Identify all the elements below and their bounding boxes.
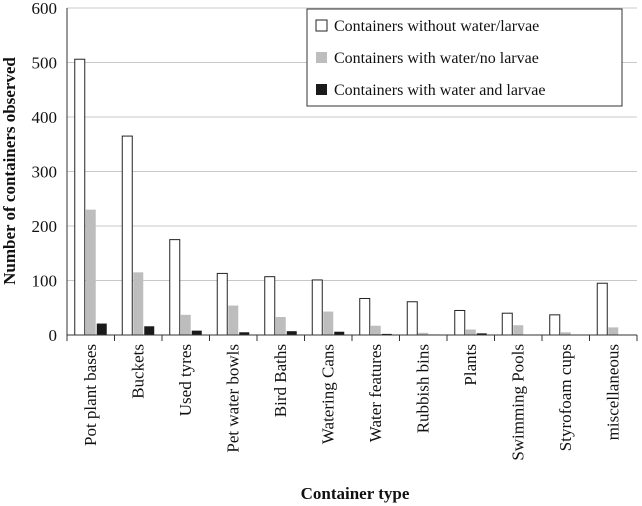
x-tick-label: Buckets (128, 344, 147, 399)
legend-box (306, 8, 623, 107)
y-tick-label: 200 (32, 217, 58, 236)
y-tick-labels: 0 100 200 300 400 500 600 (32, 0, 58, 345)
bar-2-bird-baths (275, 317, 286, 335)
bar-2-water-features (370, 325, 381, 335)
bar-1-used-tyres (169, 239, 181, 336)
legend-swatch-3 (316, 84, 327, 95)
y-tick-label: 300 (32, 163, 58, 182)
bar-3-buckets (144, 326, 155, 335)
bar-1-buckets (121, 135, 133, 336)
bar-3-pet-water-bowls (239, 332, 250, 335)
legend-label-3: Containers with water and larvae (334, 82, 545, 99)
x-tick-label: Rubbish bins (413, 344, 432, 433)
x-tick-label: Water features (366, 344, 385, 442)
bar-3-used-tyres (191, 330, 202, 335)
bar-2-pet-water-bowls (228, 305, 239, 335)
x-tick-label: Watering Cans (318, 344, 337, 444)
bar-1-pot-plant-bases (74, 58, 86, 336)
x-tick-label: Styrofoam cups (556, 344, 575, 451)
bars (74, 58, 619, 336)
bar-2-pot-plant-bases (85, 209, 96, 335)
bar-2-watering-cans (323, 311, 334, 335)
y-axis-title: Number of containers observed (0, 57, 19, 285)
x-tick-label: Bird Baths (271, 344, 290, 417)
y-tick-label: 500 (32, 54, 58, 73)
bar-2-buckets (133, 272, 144, 335)
y-tick-label: 100 (32, 272, 58, 291)
bar-3-water-features (381, 333, 392, 335)
bar-1-miscellaneous (596, 282, 608, 336)
y-tick-label: 600 (32, 0, 58, 18)
bar-2-rubbish-bins (418, 332, 429, 335)
bar-3-watering-cans (334, 331, 345, 335)
bar-1-plants (454, 309, 466, 336)
axes (66, 8, 638, 341)
bar-3-plants (476, 333, 487, 335)
legend-swatch-1 (315, 19, 328, 32)
y-tick-label: 400 (32, 108, 58, 127)
bar-1-styrofoam-cups (549, 314, 561, 336)
x-tick-label: miscellaneous (603, 344, 622, 440)
legend-label-2: Containers with water/no larvae (334, 50, 539, 67)
legend-swatch-2 (316, 52, 327, 63)
x-tick-label: Pet water bowls (223, 344, 242, 453)
bar-3-pot-plant-bases (96, 323, 107, 335)
bar-2-styrofoam-cups (560, 332, 571, 335)
x-tick-labels: Pot plant bases Buckets Used tyres Pet wate… (81, 344, 623, 461)
x-tick-label: Plants (461, 344, 480, 386)
bar-1-water-features (359, 297, 371, 336)
bar-3-bird-baths (286, 331, 297, 335)
bar-1-rubbish-bins (406, 301, 418, 336)
legend-label-1: Containers without water/larvae (334, 18, 539, 35)
bar-2-plants (465, 329, 476, 335)
x-axis-title: Container type (301, 484, 410, 503)
bar-2-used-tyres (180, 314, 191, 335)
bar-1-pet-water-bowls (216, 272, 228, 336)
x-tick-label: Used tyres (176, 344, 195, 416)
bar-1-bird-baths (264, 276, 276, 336)
x-tick-label: Pot plant bases (81, 344, 100, 446)
bar-2-swimming-pools (513, 325, 524, 335)
bar-1-swimming-pools (501, 312, 513, 336)
bar-1-watering-cans (311, 279, 323, 336)
x-tick-label: Swimming Pools (508, 344, 527, 461)
legend: Containers without water/larvae Container… (306, 8, 623, 107)
y-tick-label: 0 (49, 326, 58, 345)
bar-2-miscellaneous (608, 327, 619, 335)
